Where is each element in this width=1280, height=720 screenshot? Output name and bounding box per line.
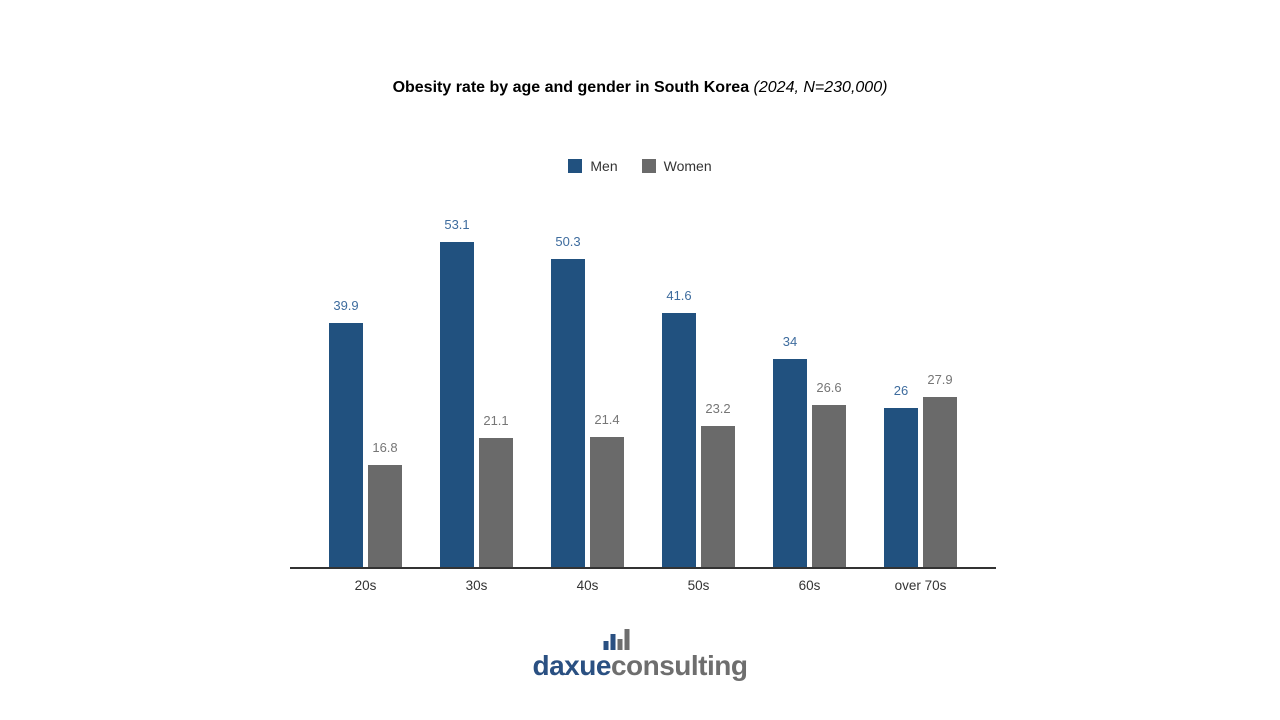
bar-women-50s (701, 426, 735, 568)
bar-col-men-40s: 50.3 (551, 234, 585, 568)
bar-col-women-40s: 21.4 (590, 412, 624, 568)
bar-men-60s (773, 359, 807, 568)
bar-group-30s: 53.1 21.1 30s (440, 217, 513, 593)
bar-group-50s: 41.6 23.2 50s (662, 288, 735, 593)
value-label-men-over-70s: 26 (893, 383, 909, 398)
x-axis-label-20s: 20s (354, 578, 377, 593)
value-label-men-40s: 50.3 (555, 234, 581, 249)
bar-women-20s (368, 465, 402, 568)
daxue-consulting-logo: daxueconsulting (533, 628, 748, 681)
value-label-women-40s: 21.4 (594, 412, 620, 427)
value-label-women-50s: 23.2 (705, 401, 731, 416)
bar-group-60s: 34 26.6 60s (773, 334, 846, 593)
value-label-men-30s: 53.1 (444, 217, 470, 232)
value-label-men-60s: 34 (782, 334, 798, 349)
value-label-men-50s: 41.6 (666, 288, 692, 303)
x-axis-label-50s: 50s (687, 578, 710, 593)
value-label-women-60s: 26.6 (816, 380, 842, 395)
logo-word-daxue: daxue (532, 650, 612, 681)
legend-item-men: Men (568, 158, 618, 174)
bar-group-20s: 39.9 16.8 20s (329, 298, 402, 593)
logo-text: daxueconsulting (533, 651, 748, 681)
legend-label-women: Women (663, 158, 712, 174)
bar-col-men-20s: 39.9 (329, 298, 363, 568)
bar-group-40s: 50.3 21.4 40s (551, 234, 624, 593)
bar-col-women-60s: 26.6 (812, 380, 846, 568)
bar-col-men-50s: 41.6 (662, 288, 696, 568)
logo-word-consulting: consulting (610, 650, 748, 681)
bar-group-over-70s: 26 27.9 over 70s (884, 372, 957, 593)
women-swatch-icon (641, 159, 656, 173)
bar-women-over-70s (923, 397, 957, 568)
legend-label-men: Men (590, 158, 618, 174)
value-label-men-20s: 39.9 (333, 298, 359, 313)
bar-men-30s (440, 242, 474, 568)
bar-groups: 39.9 16.8 20s 53.1 21.1 30s 50.3 21.4 40s 41.6 23.… (290, 168, 996, 593)
bar-men-50s (662, 313, 696, 568)
bar-col-men-30s: 53.1 (440, 217, 474, 568)
chart-title: Obesity rate by age and gender in South … (0, 79, 1280, 97)
bar-women-40s (590, 437, 624, 568)
x-axis-label-over-70s: over 70s (894, 578, 947, 593)
bar-col-women-30s: 21.1 (479, 413, 513, 568)
bar-col-men-60s: 34 (773, 334, 807, 568)
value-label-women-30s: 21.1 (483, 413, 509, 428)
men-swatch-icon (568, 159, 583, 173)
value-label-women-over-70s: 27.9 (927, 372, 953, 387)
bar-chart-icon (603, 628, 630, 650)
value-label-women-20s: 16.8 (372, 440, 398, 455)
chart-legend: Men Women (0, 158, 1280, 174)
bar-men-over-70s (884, 408, 918, 568)
chart-title-suffix: (2024, N=230,000) (753, 79, 888, 96)
x-axis-label-40s: 40s (576, 578, 599, 593)
bar-men-20s (329, 323, 363, 568)
x-axis-label-60s: 60s (798, 578, 821, 593)
bar-women-30s (479, 438, 513, 568)
chart-title-main: Obesity rate by age and gender in South … (392, 79, 750, 96)
x-axis-line (290, 567, 996, 569)
bar-women-60s (812, 405, 846, 568)
bar-col-women-over-70s: 27.9 (923, 372, 957, 568)
legend-item-women: Women (641, 158, 712, 174)
bar-col-men-over-70s: 26 (884, 383, 918, 568)
x-axis-label-30s: 30s (465, 578, 488, 593)
bar-col-women-50s: 23.2 (701, 401, 735, 568)
bar-col-women-20s: 16.8 (368, 440, 402, 568)
bar-men-40s (551, 259, 585, 568)
